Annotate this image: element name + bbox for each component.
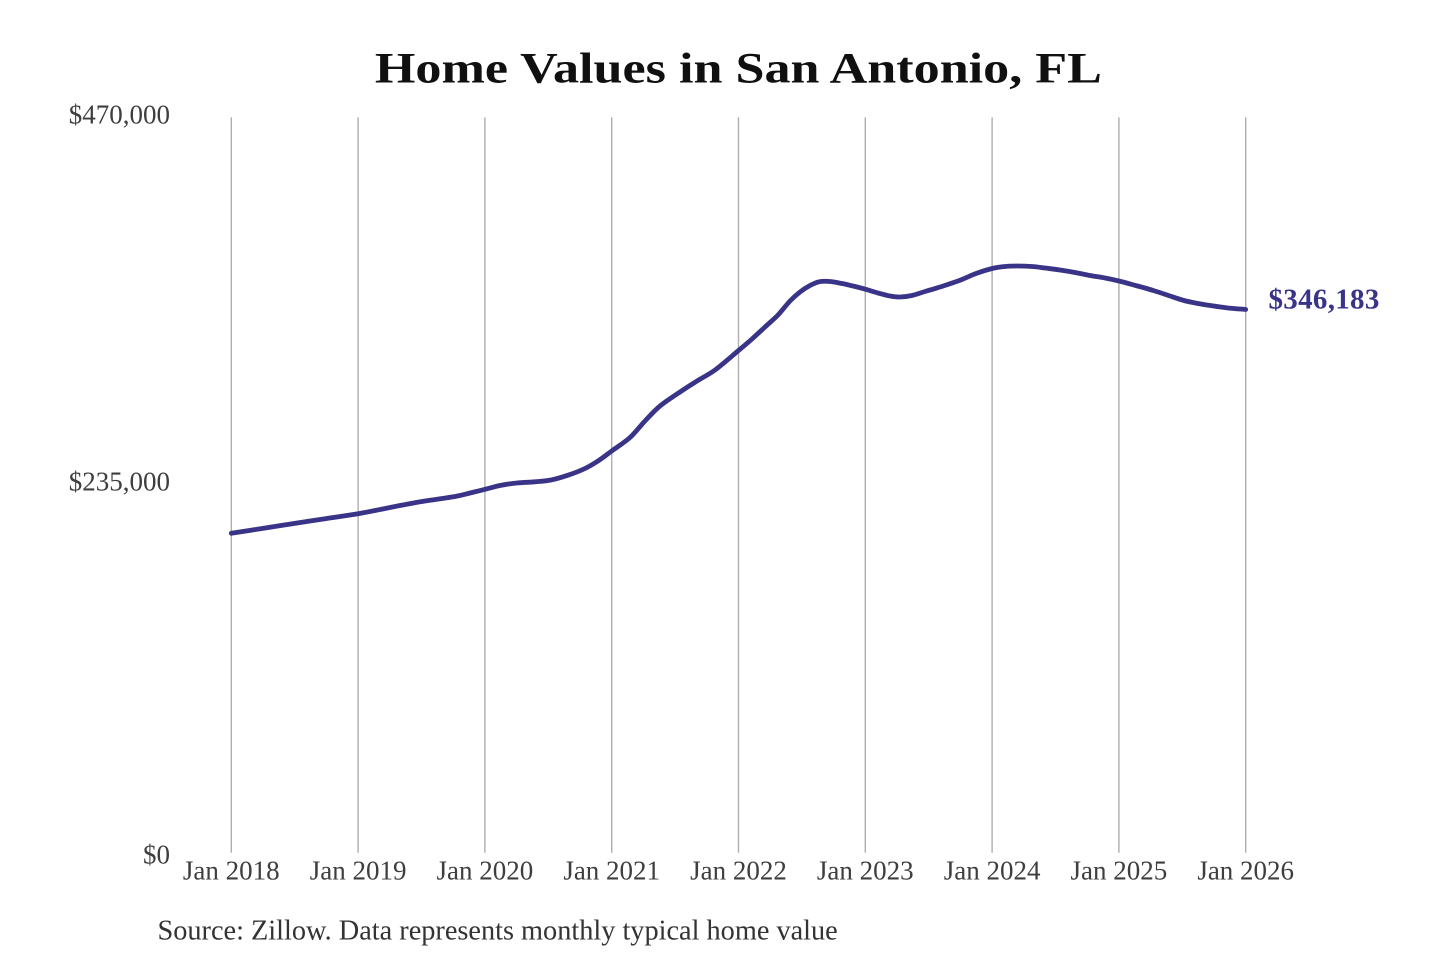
svg-text:Jan 2026: Jan 2026 xyxy=(1197,855,1294,885)
svg-text:Home Values in San Antonio, FL: Home Values in San Antonio, FL xyxy=(375,45,1102,92)
svg-text:Jan 2024: Jan 2024 xyxy=(944,855,1041,885)
svg-text:$235,000: $235,000 xyxy=(69,467,170,497)
svg-text:Jan 2020: Jan 2020 xyxy=(437,855,534,885)
svg-text:Jan 2018: Jan 2018 xyxy=(183,855,280,885)
svg-text:$0: $0 xyxy=(143,840,170,870)
svg-text:$470,000: $470,000 xyxy=(69,99,170,129)
svg-text:$346,183: $346,183 xyxy=(1269,284,1380,316)
svg-text:Jan 2021: Jan 2021 xyxy=(563,855,660,885)
svg-text:Jan 2023: Jan 2023 xyxy=(817,855,914,885)
svg-text:Jan 2022: Jan 2022 xyxy=(690,855,787,885)
svg-text:Jan 2019: Jan 2019 xyxy=(310,855,407,885)
svg-text:Source: Zillow. Data represent: Source: Zillow. Data represents monthly … xyxy=(158,916,838,947)
svg-text:Jan 2025: Jan 2025 xyxy=(1071,855,1168,885)
